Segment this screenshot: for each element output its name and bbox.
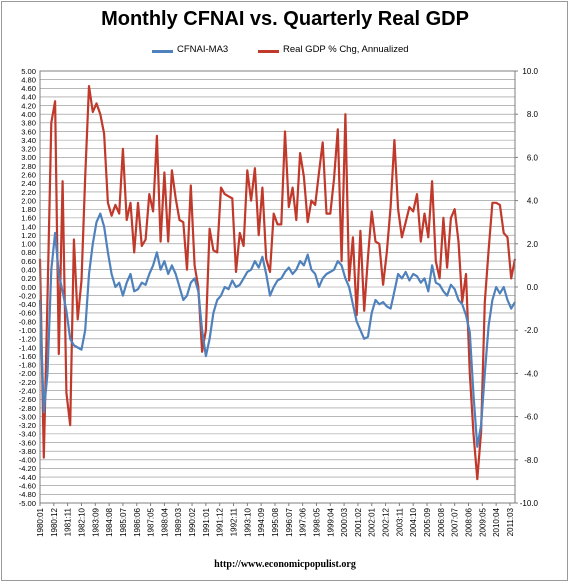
legend-swatch-gdp bbox=[258, 50, 279, 53]
legend-label-gdp: Real GDP % Chg, Annualized bbox=[283, 44, 409, 55]
chart-title: Monthly CFNAI vs. Quarterly Real GDP bbox=[101, 8, 469, 30]
legend: CFNAI-MA3 Real GDP % Chg, Annualized bbox=[0, 44, 570, 58]
source-url: http://www.economicpopulist.org bbox=[214, 559, 356, 570]
legend-label-cfnai: CFNAI-MA3 bbox=[177, 44, 229, 55]
legend-swatch-cfnai bbox=[152, 50, 173, 53]
